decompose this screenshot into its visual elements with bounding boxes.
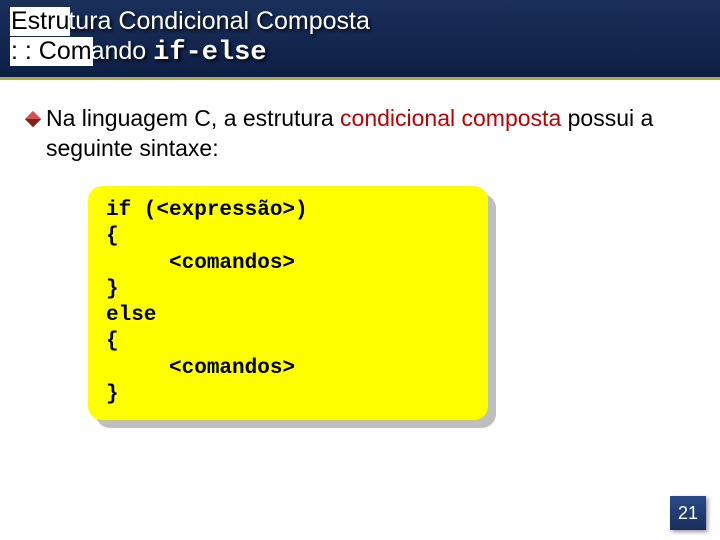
title-line1-rest: tura Condicional Composta	[68, 7, 370, 35]
code-box: if (<expressão>) { <comandos> } else { <…	[88, 186, 488, 420]
title-code: if-else	[153, 38, 266, 68]
slide-title: Estrutura Condicional Composta : : Coman…	[10, 6, 710, 69]
page-number: 21	[670, 496, 706, 530]
bullet-prefix: Na linguagem C, a estrutura	[46, 105, 340, 131]
diamond-bullet-icon	[24, 110, 42, 128]
slide-header: Estrutura Condicional Composta : : Coman…	[0, 0, 720, 80]
slide-content: Na linguagem C, a estrutura condicional …	[0, 80, 720, 420]
page-number-text: 21	[678, 503, 698, 524]
title-line2-mid: ando	[91, 37, 154, 65]
bullet-item: Na linguagem C, a estrutura condicional …	[24, 104, 696, 164]
code-block: if (<expressão>) { <comandos> } else { <…	[88, 186, 488, 420]
title-line1-prefix: Estru	[10, 7, 70, 36]
code-text: if (<expressão>) { <comandos> } else { <…	[106, 198, 470, 408]
bullet-red2: composta	[462, 105, 568, 131]
bullet-red1: condicional	[340, 105, 461, 131]
bullet-text: Na linguagem C, a estrutura condicional …	[46, 104, 696, 164]
title-line2-prefix: : : Com	[10, 37, 93, 66]
